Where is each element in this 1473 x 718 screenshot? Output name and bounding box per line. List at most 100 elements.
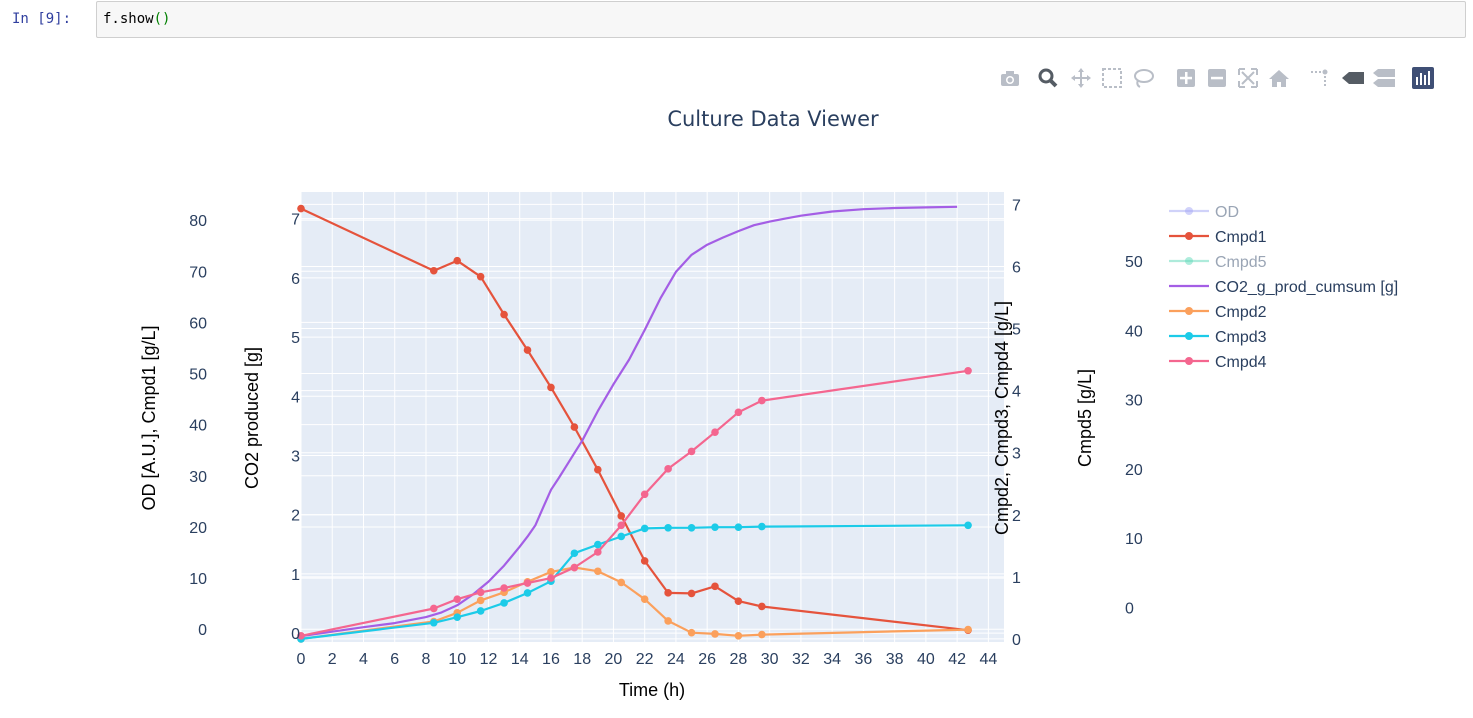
y-axis-title-cmpd234: Cmpd2, Cmpd3, Cmpd4 [g/L]	[992, 301, 1012, 535]
data-point-cmpd1[interactable]	[476, 272, 485, 281]
data-point-cmpd3[interactable]	[734, 523, 743, 531]
data-point-cmpd3[interactable]	[570, 549, 579, 558]
hover-compare-icon[interactable]	[1370, 64, 1398, 92]
data-point-cmpd1[interactable]	[758, 602, 766, 611]
data-point-cmpd4[interactable]	[711, 428, 719, 437]
x-tick-label: 28	[730, 651, 748, 668]
data-point-cmpd4[interactable]	[429, 604, 438, 613]
data-point-cmpd2[interactable]	[547, 568, 555, 576]
data-point-cmpd1[interactable]	[640, 557, 649, 565]
data-point-cmpd4[interactable]	[297, 631, 305, 640]
x-tick-label: 42	[948, 651, 966, 668]
legend-item-cmpd4[interactable]: Cmpd4	[1169, 354, 1267, 371]
hover-closest-icon[interactable]	[1339, 64, 1367, 92]
legend-label: CO2_g_prod_cumsum [g]	[1215, 279, 1398, 296]
camera-icon[interactable]	[996, 64, 1024, 92]
data-point-cmpd1[interactable]	[429, 266, 438, 275]
data-point-cmpd4[interactable]	[453, 595, 462, 603]
data-point-cmpd1[interactable]	[547, 383, 555, 392]
data-point-cmpd4[interactable]	[500, 584, 508, 592]
data-point-cmpd3[interactable]	[429, 618, 438, 627]
zoom-in-icon[interactable]	[1172, 64, 1200, 92]
data-point-cmpd4[interactable]	[664, 465, 672, 473]
data-point-cmpd2[interactable]	[687, 628, 696, 637]
data-point-cmpd2[interactable]	[758, 630, 766, 639]
data-point-cmpd4[interactable]	[734, 408, 743, 417]
data-point-cmpd1[interactable]	[734, 597, 743, 605]
grid-lines	[300, 192, 1004, 642]
data-point-cmpd1[interactable]	[617, 512, 626, 520]
legend-label: Cmpd2	[1215, 304, 1267, 321]
data-point-cmpd4[interactable]	[617, 521, 626, 530]
legend-item-cmpd2[interactable]: Cmpd2	[1169, 304, 1267, 321]
plotly-logo-icon[interactable]	[1409, 64, 1437, 92]
y-tick-label-y-left-inner: 1	[291, 567, 300, 584]
data-point-cmpd1[interactable]	[500, 310, 508, 319]
data-point-cmpd1[interactable]	[297, 204, 305, 213]
data-point-cmpd4[interactable]	[687, 447, 696, 456]
y-tick-label-y-left-inner: 3	[291, 448, 300, 465]
data-point-cmpd1[interactable]	[664, 589, 672, 597]
data-point-cmpd1[interactable]	[453, 256, 462, 265]
data-point-cmpd3[interactable]	[640, 524, 649, 533]
legend-label: Cmpd1	[1215, 229, 1267, 246]
data-point-cmpd1[interactable]	[523, 346, 532, 354]
reset-axes-icon[interactable]	[1265, 64, 1293, 92]
data-point-cmpd4[interactable]	[570, 563, 579, 572]
x-tick-label: 22	[636, 651, 654, 668]
data-point-cmpd1[interactable]	[711, 582, 719, 591]
data-point-cmpd4[interactable]	[523, 579, 532, 587]
data-point-cmpd3[interactable]	[594, 540, 602, 549]
code-parens: ()	[153, 11, 171, 27]
data-point-cmpd3[interactable]	[500, 599, 508, 607]
data-point-cmpd2[interactable]	[664, 617, 672, 625]
data-point-cmpd2[interactable]	[640, 595, 649, 603]
data-point-cmpd1[interactable]	[570, 423, 579, 431]
data-point-cmpd4[interactable]	[476, 588, 485, 597]
data-point-cmpd3[interactable]	[617, 532, 626, 541]
data-point-cmpd1[interactable]	[594, 465, 602, 474]
plot-area[interactable]	[301, 192, 1004, 642]
data-point-cmpd2[interactable]	[476, 596, 485, 605]
data-point-cmpd3[interactable]	[758, 522, 766, 531]
x-tick-label: 8	[422, 651, 431, 668]
legend-label: Cmpd3	[1215, 329, 1267, 346]
legend-item-od[interactable]: OD	[1169, 204, 1239, 221]
data-point-cmpd1[interactable]	[687, 589, 696, 598]
data-point-cmpd4[interactable]	[640, 490, 649, 499]
x-tick-label: 40	[917, 651, 935, 668]
data-point-cmpd4[interactable]	[758, 396, 766, 405]
box-select-icon[interactable]	[1098, 64, 1126, 92]
data-point-cmpd2[interactable]	[711, 630, 719, 638]
data-point-cmpd4[interactable]	[964, 366, 972, 375]
zoom-icon[interactable]	[1034, 64, 1062, 92]
data-point-cmpd2[interactable]	[964, 625, 972, 634]
y-tick-label-y-right-inner: 3	[1012, 446, 1021, 463]
pan-icon[interactable]	[1067, 64, 1095, 92]
legend-item-cmpd5[interactable]: Cmpd5	[1169, 254, 1267, 271]
data-point-cmpd3[interactable]	[964, 521, 972, 530]
legend-item-co2-g-prod-cumsum-g[interactable]: CO2_g_prod_cumsum [g]	[1169, 279, 1398, 296]
data-point-cmpd3[interactable]	[523, 589, 532, 597]
data-point-cmpd3[interactable]	[476, 607, 485, 615]
data-point-cmpd3[interactable]	[664, 523, 672, 532]
data-point-cmpd2[interactable]	[594, 567, 602, 576]
y-tick-label-y-left-inner: 2	[291, 508, 300, 525]
legend-label: Cmpd4	[1215, 354, 1267, 371]
data-point-cmpd2[interactable]	[734, 631, 743, 640]
data-point-cmpd3[interactable]	[711, 523, 719, 531]
data-point-cmpd2[interactable]	[617, 578, 626, 587]
code-input[interactable]: f.show()	[96, 1, 1466, 38]
lasso-icon[interactable]	[1129, 64, 1157, 92]
legend-swatch-marker	[1185, 232, 1193, 240]
autoscale-icon[interactable]	[1234, 64, 1262, 92]
data-point-cmpd3[interactable]	[687, 523, 696, 532]
legend-item-cmpd3[interactable]: Cmpd3	[1169, 329, 1267, 346]
data-point-cmpd4[interactable]	[594, 548, 602, 556]
data-point-cmpd3[interactable]	[453, 613, 462, 621]
y-tick-label-y-right-inner: 0	[1012, 632, 1021, 649]
spike-lines-icon[interactable]	[1306, 64, 1334, 92]
zoom-out-icon[interactable]	[1203, 64, 1231, 92]
data-point-cmpd4[interactable]	[547, 574, 555, 582]
legend-item-cmpd1[interactable]: Cmpd1	[1169, 229, 1267, 246]
